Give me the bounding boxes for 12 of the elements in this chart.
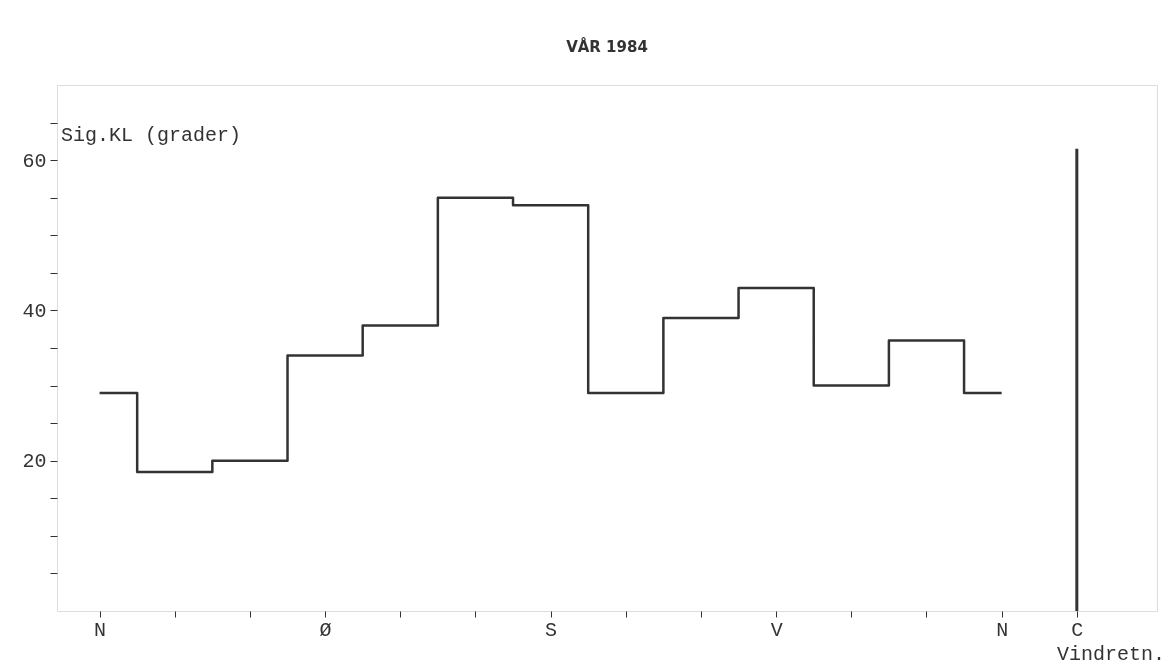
y-axis-title: Sig.KL (grader)	[61, 124, 242, 147]
y-tick-label: 20	[22, 450, 47, 474]
x-tick-label: Ø	[319, 618, 332, 642]
y-tick-label: 40	[22, 299, 47, 323]
x-tick-label: V	[770, 618, 783, 642]
chart-title: VÅR 1984	[566, 37, 648, 56]
y-tick-label: 60	[22, 149, 47, 173]
x-tick-label: N	[996, 618, 1009, 642]
x-tick-label: N	[94, 618, 107, 642]
x-tick-label: C	[1071, 618, 1084, 642]
x-axis-title: Vindretn.	[1056, 643, 1165, 666]
x-tick-label: S	[545, 618, 558, 642]
